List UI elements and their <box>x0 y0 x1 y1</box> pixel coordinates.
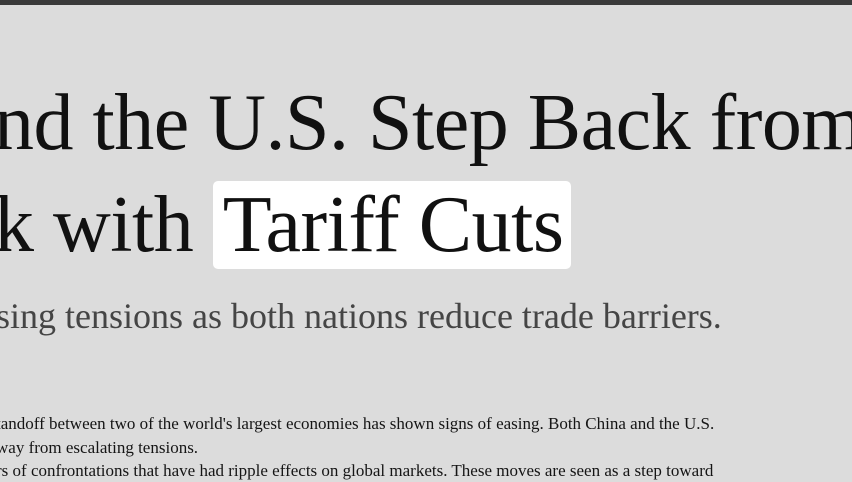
headline-text: k with <box>0 181 194 269</box>
body-line: tandoff between two of the world's large… <box>0 414 715 433</box>
body-line: rs of confrontations that have had rippl… <box>0 461 714 480</box>
headline-highlight: Tariff Cuts <box>212 181 572 269</box>
headline-line: nd the U.S. Step Back from <box>0 79 852 167</box>
headline-line: k with Tariff Cuts <box>0 180 572 270</box>
top-bar <box>0 0 852 5</box>
subtitle: sing tensions as both nations reduce tra… <box>0 296 722 336</box>
body-line: way from escalating tensions. <box>0 438 199 457</box>
